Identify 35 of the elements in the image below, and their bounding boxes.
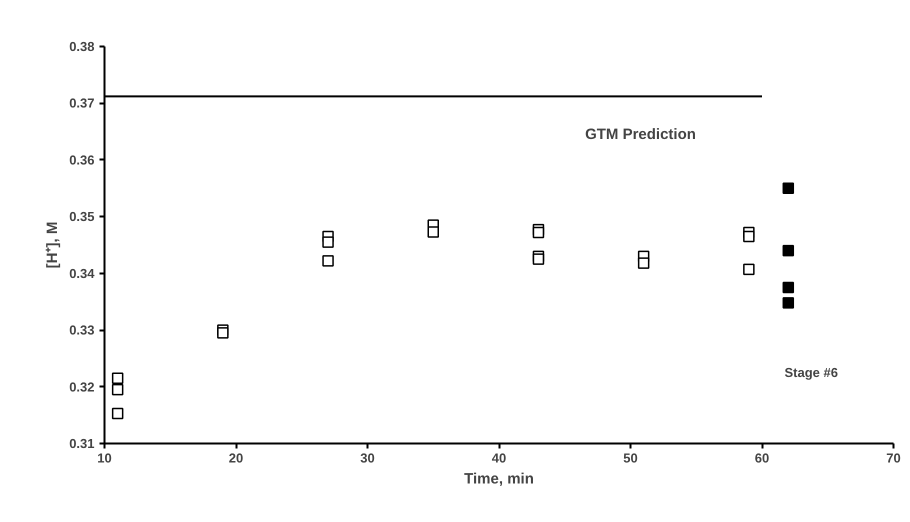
point [743, 264, 755, 276]
y-tick-label: 0.38 [69, 39, 95, 54]
x-tick-label: 40 [492, 450, 506, 466]
point [782, 282, 794, 294]
point [112, 384, 124, 396]
x-tick-label: 10 [97, 450, 112, 466]
point [217, 327, 229, 339]
point [743, 230, 755, 242]
y-tick-label: 0.31 [69, 436, 95, 451]
x-tick-label: 20 [228, 450, 244, 466]
point [638, 257, 650, 269]
y-tick-label: 0.36 [69, 152, 95, 168]
y-axis-title: [H⁺], M [44, 222, 62, 268]
y-tick-label: 0.32 [69, 379, 95, 394]
point [532, 253, 544, 265]
point [112, 408, 124, 420]
x-tick-label: 30 [360, 450, 375, 466]
y-tick-label: 0.33 [69, 322, 95, 338]
y-tick-label: 0.34 [69, 266, 96, 281]
annotation: GTM Prediction [585, 126, 696, 143]
point [112, 372, 124, 384]
x-tick-label: 60 [754, 450, 770, 466]
x-tick-label: 70 [886, 450, 901, 466]
point [782, 297, 794, 309]
point [532, 226, 544, 238]
point [782, 182, 794, 194]
point [322, 255, 334, 267]
x-axis-title: Time, min [464, 470, 534, 488]
y-tick-label: 0.35 [69, 209, 95, 224]
point [322, 236, 334, 248]
point [428, 226, 439, 238]
point [782, 244, 794, 256]
annotation: Stage #6 [784, 365, 838, 380]
y-tick-label: 0.37 [69, 96, 95, 111]
x-tick-label: 50 [623, 450, 638, 466]
